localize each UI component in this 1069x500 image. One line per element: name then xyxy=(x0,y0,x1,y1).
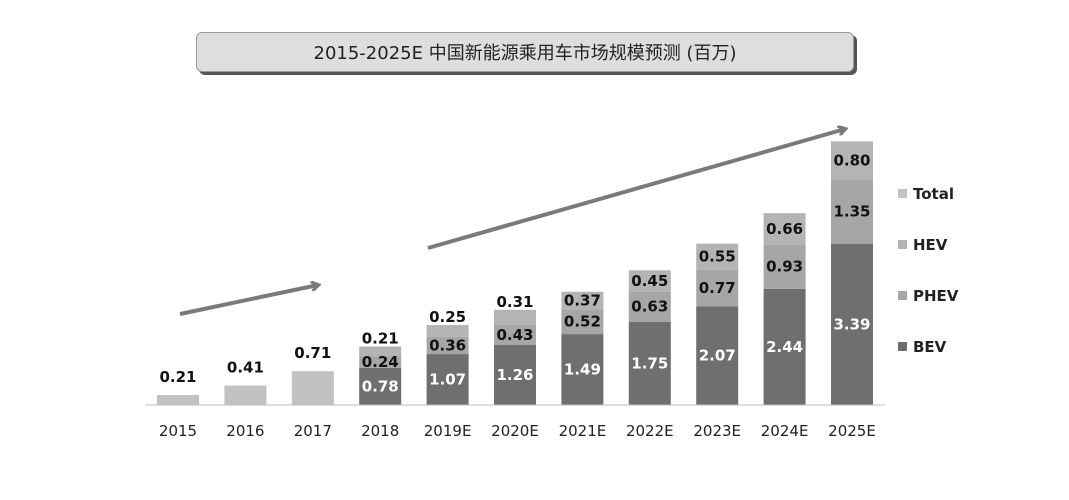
value-label-total: 0.71 xyxy=(294,344,331,362)
legend-swatch-bev xyxy=(898,342,907,351)
bar-hev xyxy=(763,213,806,245)
x-tick-label: 2021E xyxy=(559,422,607,440)
x-tick-label: 2018 xyxy=(361,422,399,440)
legend-swatch-hev xyxy=(898,240,907,249)
bar-phev xyxy=(696,269,739,307)
value-label-phev: 0.43 xyxy=(496,326,533,344)
x-tick-label: 2016 xyxy=(226,422,264,440)
bar-bev xyxy=(831,243,873,405)
value-label-hev: 0.55 xyxy=(699,248,736,266)
value-label-phev: 0.36 xyxy=(429,337,466,355)
bar-phev xyxy=(494,324,536,346)
bar-hev xyxy=(561,291,604,310)
bar-bev xyxy=(359,367,402,405)
bar-hev xyxy=(628,270,671,292)
x-tick-labels-group: 2015 2016 2017 2018 2019E 2020E 2021E 2022E 2023… xyxy=(159,422,876,440)
value-label-bev: 1.07 xyxy=(429,371,466,389)
bar-hev xyxy=(426,325,469,337)
legend-label-phev: PHEV xyxy=(913,287,959,305)
chart-title: 2015-2025E 中国新能源乘用车市场规模预测 (百万) xyxy=(196,32,854,72)
x-tick-label: 2022E xyxy=(626,422,674,440)
bar-bev xyxy=(494,345,536,405)
value-label-hev: 0.25 xyxy=(429,308,466,326)
value-label-hev: 0.45 xyxy=(631,272,668,290)
bars-group xyxy=(157,141,873,405)
bar-hev xyxy=(696,243,739,270)
value-label-bev: 1.75 xyxy=(631,354,668,372)
value-labels-group: 0.21 0.41 0.71 0.78 0.24 0.21 1.07 0.36 0.25 1.26… xyxy=(159,151,870,395)
value-label-bev: 1.49 xyxy=(564,361,601,379)
x-tick-label: 2025E xyxy=(828,422,876,440)
bar-hev xyxy=(359,346,402,357)
value-label-phev: 0.63 xyxy=(631,298,668,316)
value-label-total: 0.41 xyxy=(227,358,264,376)
value-label-hev: 0.66 xyxy=(766,220,803,238)
x-tick-label: 2024E xyxy=(761,422,809,440)
value-label-hev: 0.31 xyxy=(496,293,533,311)
x-tick-label: 2023E xyxy=(693,422,741,440)
bar-bev xyxy=(628,321,671,405)
value-label-phev: 0.24 xyxy=(362,353,399,371)
legend-label-total: Total xyxy=(913,185,954,203)
bar-phev xyxy=(831,179,873,244)
bar-hev xyxy=(494,309,536,325)
x-tick-label: 2017 xyxy=(294,422,332,440)
bar-phev xyxy=(628,291,671,322)
value-label-bev: 2.44 xyxy=(766,338,803,356)
value-label-total: 0.21 xyxy=(159,368,196,386)
legend-swatch-phev xyxy=(898,291,907,300)
x-tick-label: 2020E xyxy=(491,422,539,440)
value-label-phev: 0.93 xyxy=(766,258,803,276)
value-label-phev: 0.52 xyxy=(564,313,601,331)
bar-bev xyxy=(426,354,469,405)
bar-hev xyxy=(831,141,873,180)
legend: Total HEV PHEV BEV xyxy=(898,185,959,356)
bar-bev xyxy=(561,334,604,405)
legend-label-hev: HEV xyxy=(913,236,948,254)
legend-swatch-total xyxy=(898,189,907,198)
bar-phev xyxy=(763,244,806,289)
bar-bev xyxy=(696,306,739,405)
value-label-bev: 0.78 xyxy=(362,377,399,395)
value-label-phev: 0.77 xyxy=(699,279,736,297)
value-label-bev: 1.26 xyxy=(496,366,533,384)
x-tick-label: 2019E xyxy=(424,422,472,440)
bar-phev xyxy=(561,309,604,335)
bar-total xyxy=(224,385,267,405)
bar-phev xyxy=(426,336,469,355)
value-label-hev: 0.80 xyxy=(833,151,870,169)
bar-bev xyxy=(763,288,806,405)
value-label-phev: 1.35 xyxy=(833,203,870,221)
x-tick-label: 2015 xyxy=(159,422,197,440)
value-label-hev: 0.21 xyxy=(362,329,399,347)
bar-total xyxy=(291,371,334,405)
bar-phev xyxy=(359,356,402,368)
trend-arrow-short xyxy=(179,285,318,316)
value-label-bev: 3.39 xyxy=(833,315,870,333)
bar-total xyxy=(157,395,199,405)
value-label-bev: 2.07 xyxy=(699,347,736,365)
value-label-hev: 0.37 xyxy=(564,292,601,310)
trend-arrow-long xyxy=(427,129,845,250)
legend-label-bev: BEV xyxy=(913,338,947,356)
